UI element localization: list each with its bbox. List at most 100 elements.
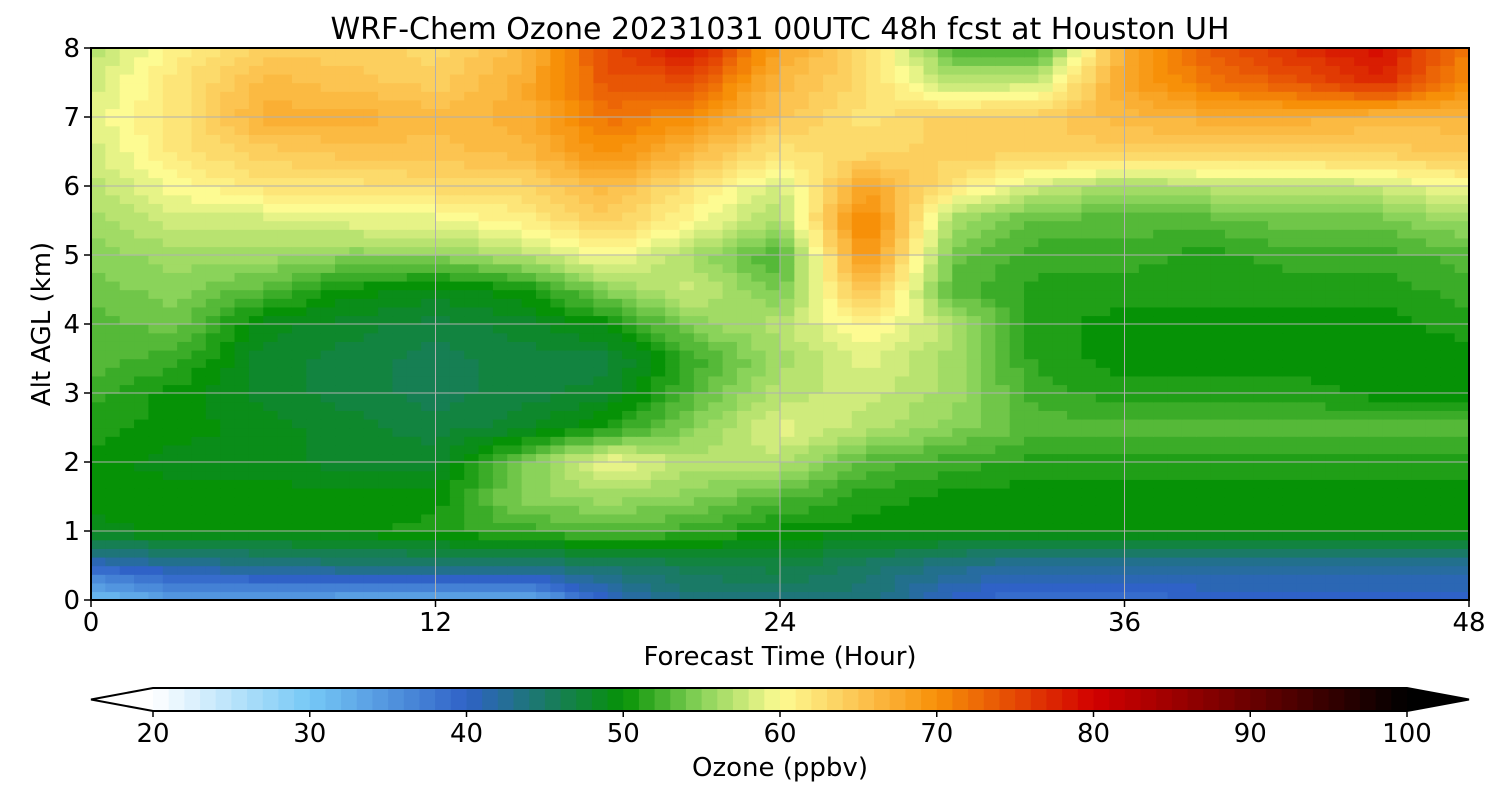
heatmap-cell: [1425, 246, 1441, 256]
heatmap-cell: [492, 168, 508, 179]
heatmap-cell: [177, 513, 193, 524]
heatmap-cell: [923, 418, 939, 429]
heatmap-cell: [1081, 263, 1097, 273]
heatmap-cell: [823, 496, 839, 506]
heatmap-cell: [1081, 531, 1097, 541]
heatmap-cell: [880, 427, 896, 437]
heatmap-cell: [335, 401, 351, 411]
heatmap-cell: [607, 513, 623, 524]
heatmap-cell: [579, 203, 595, 213]
heatmap-cell: [765, 462, 781, 472]
heatmap-cell: [234, 444, 250, 455]
heatmap-cell: [909, 229, 925, 239]
heatmap-cell: [622, 427, 638, 437]
heatmap-cell: [765, 186, 781, 196]
heatmap-cell: [1224, 358, 1241, 368]
heatmap-cell: [191, 393, 207, 403]
heatmap-cell: [492, 436, 508, 446]
heatmap-cell: [780, 237, 796, 248]
heatmap-cell: [248, 298, 264, 308]
heatmap-cell: [679, 548, 695, 558]
heatmap-cell: [995, 384, 1011, 394]
heatmap-cell: [679, 410, 695, 420]
heatmap-cell: [1167, 513, 1183, 524]
heatmap-cell: [851, 375, 867, 386]
heatmap-cell: [808, 246, 824, 256]
heatmap-cell: [851, 177, 867, 187]
heatmap-cell: [1196, 220, 1212, 230]
heatmap-cell: [535, 358, 552, 368]
heatmap-cell: [119, 556, 135, 567]
heatmap-cell: [1224, 246, 1241, 256]
heatmap-cell: [91, 272, 107, 282]
heatmap-cell: [177, 436, 193, 446]
heatmap-cell: [1081, 349, 1097, 360]
heatmap-cell: [1024, 246, 1040, 256]
heatmap-cell: [263, 470, 279, 480]
heatmap-cell: [1354, 246, 1370, 256]
heatmap-cell: [263, 367, 279, 377]
heatmap-cell: [507, 393, 523, 403]
heatmap-cell: [263, 591, 279, 600]
heatmap-cell: [937, 375, 953, 386]
heatmap-cell: [320, 168, 336, 179]
heatmap-cell: [492, 203, 508, 213]
heatmap-cell: [765, 487, 781, 498]
heatmap-cell: [823, 177, 839, 187]
heatmap-cell: [851, 237, 867, 248]
heatmap-cell: [1095, 211, 1111, 222]
heatmap-cell: [837, 341, 853, 351]
heatmap-cell: [1368, 332, 1384, 342]
heatmap-cell: [909, 203, 925, 213]
heatmap-cell: [1440, 263, 1456, 273]
heatmap-cell: [277, 332, 293, 342]
heatmap-cell: [1052, 453, 1068, 463]
heatmap-cell: [349, 194, 365, 204]
heatmap-cell: [1081, 384, 1097, 394]
heatmap-cell: [636, 582, 652, 593]
heatmap-cell: [1397, 272, 1413, 282]
heatmap-cell: [1397, 427, 1413, 437]
heatmap-cell: [880, 315, 896, 325]
heatmap-cell: [1339, 591, 1355, 600]
heatmap-cell: [966, 229, 982, 239]
heatmap-cell: [1009, 306, 1025, 317]
heatmap-cell: [234, 272, 250, 282]
heatmap-cell: [1382, 436, 1398, 446]
heatmap-cell: [1067, 194, 1083, 204]
heatmap-cell: [1052, 582, 1068, 593]
heatmap-cell: [91, 298, 107, 308]
heatmap-cell: [1253, 591, 1269, 600]
heatmap-cell: [1067, 237, 1083, 248]
heatmap-cell: [808, 548, 824, 558]
heatmap-cell: [722, 453, 738, 463]
heatmap-cell: [1382, 194, 1398, 204]
heatmap-cell: [335, 513, 351, 524]
heatmap-cell: [406, 229, 422, 239]
heatmap-cell: [234, 315, 250, 325]
heatmap-cell: [148, 142, 164, 153]
heatmap-cell: [363, 246, 379, 256]
heatmap-cell: [1210, 280, 1226, 291]
heatmap-cell: [736, 393, 752, 403]
heatmap-cell: [880, 194, 896, 204]
heatmap-cell: [780, 591, 796, 600]
heatmap-cell: [1181, 393, 1197, 403]
heatmap-cell: [1167, 349, 1183, 360]
heatmap-cell: [1325, 556, 1341, 567]
heatmap-cell: [1095, 410, 1111, 420]
heatmap-cell: [91, 211, 107, 222]
heatmap-cell: [722, 479, 738, 489]
heatmap-cell: [148, 272, 164, 282]
heatmap-cell: [665, 393, 681, 403]
heatmap-cell: [1296, 556, 1312, 567]
heatmap-cell: [823, 470, 839, 480]
heatmap-cell: [995, 401, 1011, 411]
heatmap-cell: [1397, 462, 1413, 472]
heatmap-cell: [693, 444, 709, 455]
heatmap-cell: [205, 367, 221, 377]
heatmap-cell: [722, 229, 738, 239]
heatmap-cell: [894, 556, 910, 567]
heatmap-cell: [205, 237, 221, 248]
heatmap-cell: [1368, 496, 1384, 506]
